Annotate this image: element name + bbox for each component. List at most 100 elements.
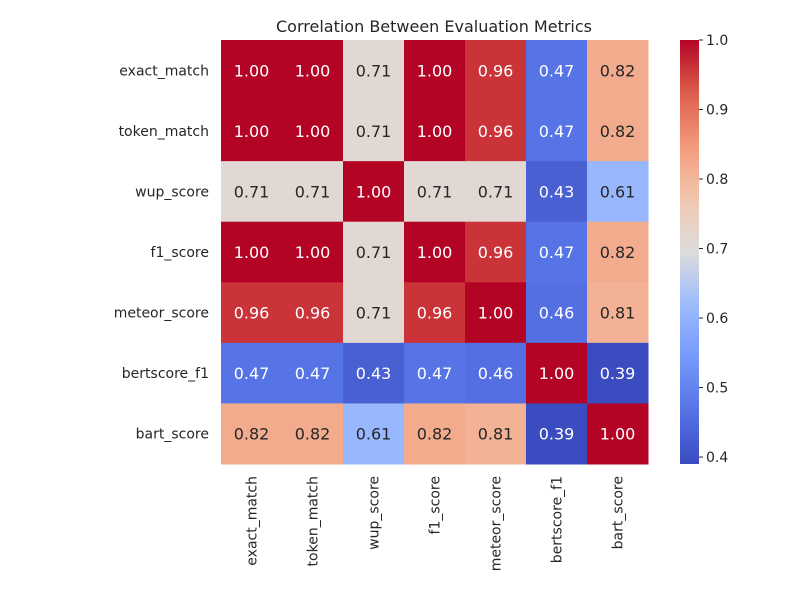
- heatmap-cell: [587, 221, 649, 283]
- cell-value-label: 0.61: [600, 182, 636, 201]
- heatmap-cell: [465, 100, 527, 162]
- cell-value-label: 0.82: [600, 61, 636, 80]
- row-tick-label: wup_score: [135, 184, 209, 200]
- cell-value-label: 0.43: [356, 364, 392, 383]
- heatmap-cell: [404, 403, 466, 465]
- heatmap-cell: [404, 221, 466, 283]
- heatmap-cell: [404, 161, 466, 223]
- row-labels: exact_match token_match wup_score f1_scorem…: [114, 63, 209, 442]
- cell-value-label: 0.96: [417, 304, 453, 323]
- heatmap-cell: [404, 100, 466, 162]
- heatmap-cell: [221, 221, 283, 283]
- heatmap-cell: [343, 282, 405, 344]
- colorbar-tick-label: 1.0: [706, 33, 728, 49]
- cell-value-label: 0.96: [234, 304, 270, 323]
- cell-value-label: 0.61: [356, 425, 392, 444]
- colorbar-tick-label: 0.6: [706, 311, 728, 327]
- column-tick-label: bertscore_f1: [550, 476, 566, 563]
- heatmap-cell: [221, 403, 283, 465]
- heatmap-cell: [343, 403, 405, 465]
- cell-value-label: 0.47: [295, 364, 331, 383]
- cell-value-label: 1.00: [600, 425, 636, 444]
- cell-value-label: 1.00: [295, 122, 331, 141]
- cell-value-label: 0.96: [478, 122, 514, 141]
- heatmap-cell: [465, 40, 527, 102]
- heatmap-cell: [282, 100, 344, 162]
- cell-value-label: 0.47: [539, 243, 575, 262]
- heatmap-cell: [282, 221, 344, 283]
- cell-value-label: 0.82: [600, 243, 636, 262]
- heatmap-cell: [221, 282, 283, 344]
- cell-value-label: 0.82: [295, 425, 331, 444]
- cell-value-label: 0.71: [356, 243, 392, 262]
- cell-value-label: 0.39: [539, 425, 575, 444]
- cell-value-label: 0.71: [295, 182, 331, 201]
- column-tick-label: wup_score: [367, 476, 383, 550]
- column-tick-label: meteor_score: [489, 476, 505, 571]
- cell-value-label: 0.71: [478, 182, 514, 201]
- row-tick-label: meteor_score: [114, 306, 209, 322]
- heatmap-cell: [465, 403, 527, 465]
- colorbar-gradient: [680, 40, 699, 464]
- cell-value-label: 1.00: [234, 122, 270, 141]
- heatmap-cell: [221, 40, 283, 102]
- row-tick-label: exact_match: [119, 63, 209, 79]
- heatmap-cell: [587, 161, 649, 223]
- cell-value-label: 0.82: [600, 122, 636, 141]
- cell-value-label: 1.00: [356, 182, 392, 201]
- cell-value-label: 0.39: [600, 364, 636, 383]
- heatmap-cell: [587, 282, 649, 344]
- cell-value-label: 0.43: [539, 182, 575, 201]
- heatmap-cell: [526, 40, 588, 102]
- colorbar-tick-label: 0.5: [706, 381, 728, 397]
- cell-value-label: 0.47: [417, 364, 453, 383]
- cell-value-label: 0.81: [600, 304, 636, 323]
- heatmap-cell: [587, 403, 649, 465]
- column-labels: exact_match token_match wup_score f1_score m…: [245, 476, 627, 571]
- heatmap-cell: [465, 161, 527, 223]
- heatmap-cell: [465, 282, 527, 344]
- heatmap-cell: [343, 221, 405, 283]
- heatmap-cell: [404, 342, 466, 404]
- heatmap-cell: [221, 342, 283, 404]
- cell-value-label: 0.47: [234, 364, 270, 383]
- row-tick-label: token_match: [119, 124, 209, 140]
- row-tick-label: bertscore_f1: [122, 366, 209, 382]
- heatmap-cell: [221, 161, 283, 223]
- heatmap-cell: [526, 282, 588, 344]
- cell-value-label: 0.82: [234, 425, 270, 444]
- chart-title: Correlation Between Evaluation Metrics: [276, 17, 592, 36]
- cell-value-label: 0.82: [417, 425, 453, 444]
- heatmap-cell: [343, 100, 405, 162]
- row-tick-label: f1_score: [151, 245, 209, 261]
- column-tick-label: token_match: [306, 476, 322, 566]
- heatmap-cell: [343, 342, 405, 404]
- cell-value-label: 0.71: [356, 122, 392, 141]
- heatmap-cell: [587, 342, 649, 404]
- heatmap-cell: [526, 403, 588, 465]
- cell-value-label: 1.00: [417, 122, 453, 141]
- heatmap-cell: [526, 161, 588, 223]
- heatmap-cell: [282, 342, 344, 404]
- heatmap-cell: [404, 40, 466, 102]
- column-tick-label: bart_score: [611, 476, 627, 549]
- cell-value-label: 0.96: [295, 304, 331, 323]
- heatmap-cell: [343, 161, 405, 223]
- cell-value-label: 1.00: [539, 364, 575, 383]
- cell-value-label: 1.00: [234, 243, 270, 262]
- column-tick-label: exact_match: [245, 476, 261, 566]
- cell-value-label: 0.71: [417, 182, 453, 201]
- cell-value-label: 0.46: [539, 304, 575, 323]
- colorbar: 1.0 0.9 0.8 0.7 0.6 0.5 0.4: [680, 33, 728, 466]
- heatmap-cell: [526, 100, 588, 162]
- cell-value-label: 0.71: [356, 304, 392, 323]
- heatmap-cell: [404, 282, 466, 344]
- heatmap-cell: [526, 221, 588, 283]
- cell-value-label: 1.00: [295, 243, 331, 262]
- colorbar-tick-label: 0.8: [706, 172, 728, 188]
- heatmap-cell: [282, 161, 344, 223]
- heatmap-cell: [282, 40, 344, 102]
- heatmap-cell: [221, 100, 283, 162]
- heatmap-cell: [282, 403, 344, 465]
- row-tick-label: bart_score: [136, 427, 209, 443]
